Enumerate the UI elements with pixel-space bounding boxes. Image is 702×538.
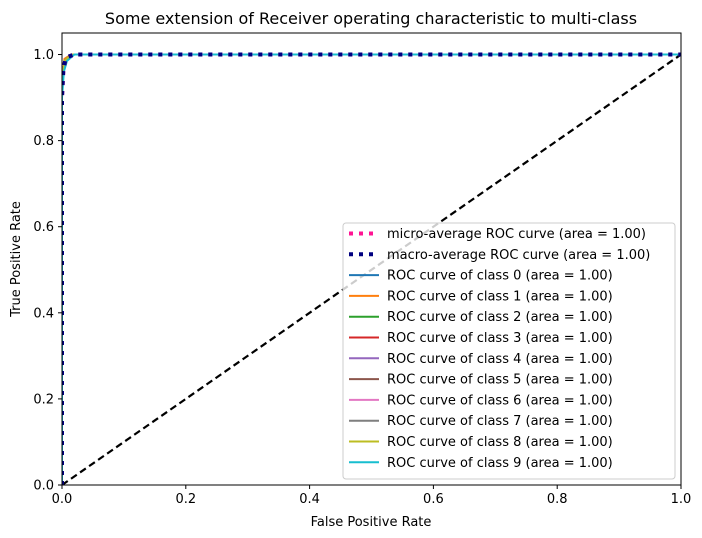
plot-lines <box>62 52 681 485</box>
x-axis-label: False Positive Rate <box>311 515 432 530</box>
x-tick-label: 0.8 <box>547 492 568 507</box>
legend-entry-label: ROC curve of class 9 (area = 1.00) <box>387 456 613 471</box>
y-tick-label: 0.0 <box>33 479 54 494</box>
legend-entry-label: ROC curve of class 2 (area = 1.00) <box>387 310 613 325</box>
legend-entry-label: ROC curve of class 0 (area = 1.00) <box>387 269 613 284</box>
y-axis-label: True Positive Rate <box>9 201 24 318</box>
legend-entry-label: ROC curve of class 8 (area = 1.00) <box>387 435 613 450</box>
plot-area <box>62 52 681 485</box>
x-tick-label: 0.6 <box>423 492 444 507</box>
axes: 0.0 0.2 0.4 0.6 0.8 1.0 0.0 0.2 0.4 0.6 0.8 1.0 <box>33 32 692 507</box>
legend-entry-label: ROC curve of class 5 (area = 1.00) <box>387 373 613 388</box>
legend-box <box>342 222 676 480</box>
y-tick-label: 1.0 <box>33 48 54 63</box>
y-tick-label: 0.4 <box>33 306 54 321</box>
legend-entry-label: micro-average ROC curve (area = 1.00) <box>387 227 646 242</box>
legend-entry-label: macro-average ROC curve (area = 1.00) <box>387 248 650 263</box>
x-tick-label: 0.0 <box>52 492 73 507</box>
legend-entry-label: ROC curve of class 3 (area = 1.00) <box>387 331 613 346</box>
x-tick-label: 1.0 <box>671 492 692 507</box>
x-tick-label: 0.2 <box>175 492 196 507</box>
legend: micro-average ROC curve (area = 1.00) mac… <box>342 222 676 480</box>
legend-entry-label: ROC curve of class 4 (area = 1.00) <box>387 352 613 367</box>
chart-title: Some extension of Receiver operating cha… <box>105 9 637 28</box>
x-tick-label: 0.4 <box>299 492 320 507</box>
y-tick-label: 0.2 <box>33 392 54 407</box>
legend-entry-label: ROC curve of class 1 (area = 1.00) <box>387 289 613 304</box>
legend-entry-label: ROC curve of class 7 (area = 1.00) <box>387 414 613 429</box>
y-tick-label: 0.6 <box>33 220 54 235</box>
roc-line-11 <box>62 53 681 485</box>
y-tick-label: 0.8 <box>33 134 54 149</box>
legend-entry-label: ROC curve of class 6 (area = 1.00) <box>387 393 613 408</box>
axes-frame <box>61 32 682 486</box>
